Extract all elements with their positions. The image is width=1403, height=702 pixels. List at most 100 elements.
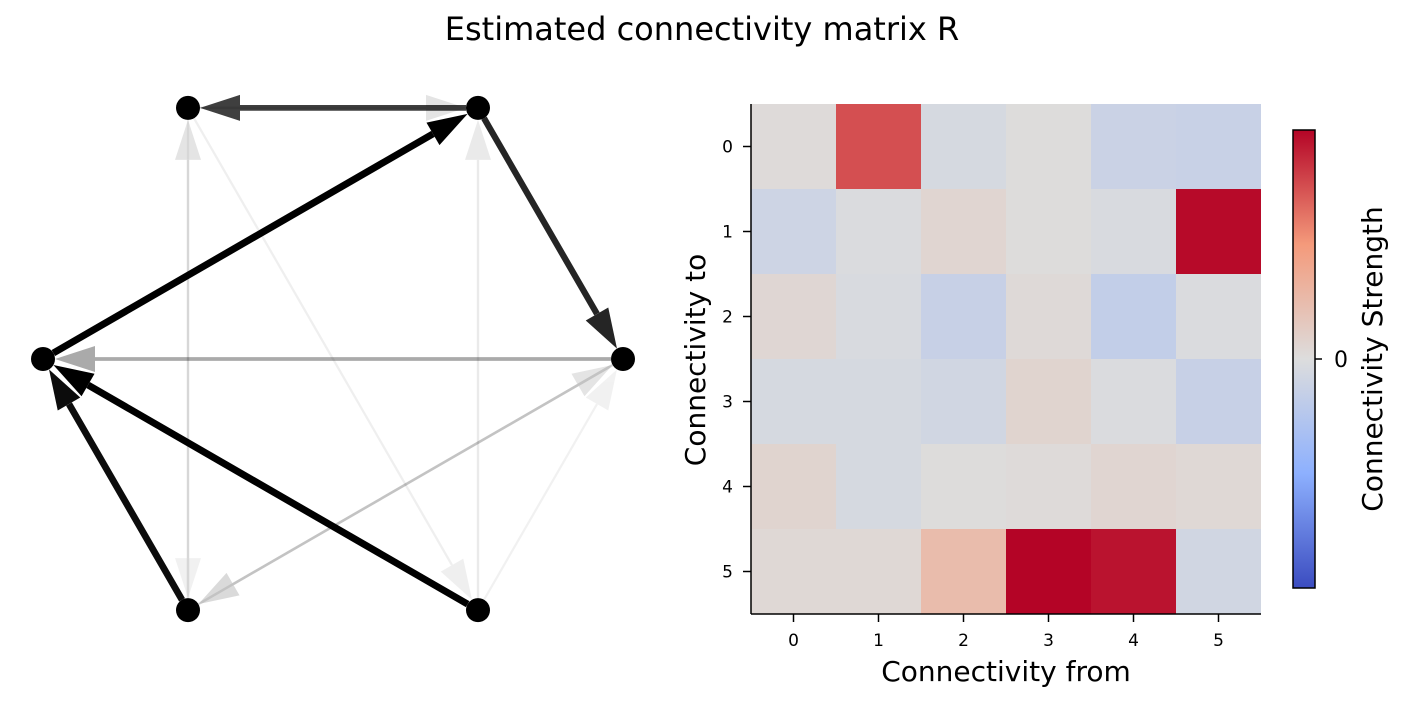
heatmap-cell (836, 189, 921, 274)
edge-arrowhead (55, 346, 95, 372)
edge-arrowhead (440, 558, 472, 600)
network-node (176, 95, 200, 120)
network-edge (193, 117, 472, 600)
y-tick-label: 4 (722, 478, 733, 498)
network-edge (51, 113, 468, 357)
y-tick-label: 5 (722, 563, 733, 583)
edge-line (193, 117, 453, 566)
heatmap-cell (921, 444, 1006, 529)
edge-arrowhead (426, 113, 468, 146)
edge-arrowhead (571, 365, 613, 397)
edge-arrowhead (465, 119, 491, 160)
figure-title: Estimated connectivity matrix R (445, 10, 959, 48)
heatmap-cell (751, 189, 836, 274)
network-node (611, 347, 635, 371)
network-node (466, 95, 490, 120)
edge-arrowhead (198, 572, 240, 605)
network-edge (175, 119, 201, 599)
heatmap-cell (751, 104, 836, 189)
edge-line (481, 116, 600, 316)
y-tick-label: 3 (722, 393, 733, 413)
network-edge (200, 94, 466, 121)
x-tick-label: 2 (958, 631, 969, 651)
network-edge (197, 365, 613, 606)
edge-arrowhead (585, 369, 617, 411)
heatmap-cell (751, 359, 836, 444)
edge-arrowhead (175, 558, 201, 599)
edge-line (66, 402, 185, 602)
colorbar-gradient (1292, 129, 1316, 589)
network-node (176, 598, 200, 623)
edge-arrowhead (200, 94, 240, 121)
heatmap-cell (921, 529, 1006, 614)
heatmap-cell (836, 274, 921, 359)
edge-arrowhead (53, 365, 95, 397)
colorbar-tick-label: 0 (1334, 348, 1348, 373)
network-edge (175, 119, 201, 599)
heatmap-cell (1176, 529, 1261, 614)
edge-line (51, 130, 435, 357)
heatmap-cell (1091, 274, 1176, 359)
edge-line (232, 363, 614, 586)
heatmap-cell (836, 529, 921, 614)
x-tick-label: 3 (1043, 631, 1054, 651)
heatmap-cell (1006, 444, 1091, 529)
network-edge (200, 94, 466, 121)
colorbar-label: Connectivity Strength (1356, 206, 1389, 511)
edge-arrowhead (49, 369, 81, 411)
heatmap: 0 1 2 3 4 5 0 1 2 3 4 5 Connectivity from Connectiv… (679, 104, 1261, 688)
heatmap-cell (1091, 444, 1176, 529)
edge-line (483, 403, 598, 601)
edge-arrowhead (426, 94, 466, 121)
edge-arrowhead (175, 119, 201, 160)
heatmap-cell (1006, 359, 1091, 444)
network-edge (55, 346, 611, 372)
heatmap-cell (1006, 274, 1091, 359)
heatmap-cell (1091, 359, 1176, 444)
edge-arrowhead (585, 307, 617, 349)
x-tick-label: 4 (1128, 631, 1139, 651)
colorbar: 0 Connectivity Strength (1292, 129, 1389, 589)
x-tick-label: 0 (788, 631, 799, 651)
heatmap-cell (751, 274, 836, 359)
heatmap-cell (1176, 359, 1261, 444)
heatmap-cell (1006, 189, 1091, 274)
heatmap-cell (921, 189, 1006, 274)
heatmap-cell (751, 529, 836, 614)
heatmap-cell (1176, 104, 1261, 189)
heatmap-cell (921, 104, 1006, 189)
x-tick-label: 1 (873, 631, 884, 651)
edge-line (86, 381, 470, 608)
heatmap-cell (1091, 529, 1176, 614)
edge-line (197, 383, 579, 606)
y-tick-label: 0 (722, 138, 733, 158)
heatmap-cell (1006, 529, 1091, 614)
heatmap-cell (1176, 274, 1261, 359)
network-edge (49, 369, 185, 602)
heatmap-cells (751, 104, 1261, 614)
heatmap-cell (1006, 104, 1091, 189)
heatmap-cell (836, 104, 921, 189)
network-node (466, 598, 490, 623)
network-edge (198, 363, 614, 605)
network-node (31, 347, 55, 371)
y-tick-label: 2 (722, 308, 733, 328)
heatmap-cell (1091, 104, 1176, 189)
network-graph (31, 94, 635, 623)
heatmap-cell (1176, 189, 1261, 274)
network-edge (481, 116, 617, 349)
network-edge (465, 119, 491, 599)
heatmap-cell (1091, 189, 1176, 274)
heatmap-cell (921, 274, 1006, 359)
heatmap-cell (751, 444, 836, 529)
y-tick-label: 1 (722, 223, 733, 243)
heatmap-axes: 0 1 2 3 4 5 0 1 2 3 4 5 (722, 104, 1261, 651)
heatmap-cell (1176, 444, 1261, 529)
network-edge (483, 369, 617, 601)
heatmap-cell (836, 444, 921, 529)
heatmap-cell (836, 359, 921, 444)
x-tick-label: 5 (1213, 631, 1224, 651)
network-edge (53, 365, 470, 608)
y-axis-label: Connectivity to (679, 254, 712, 466)
